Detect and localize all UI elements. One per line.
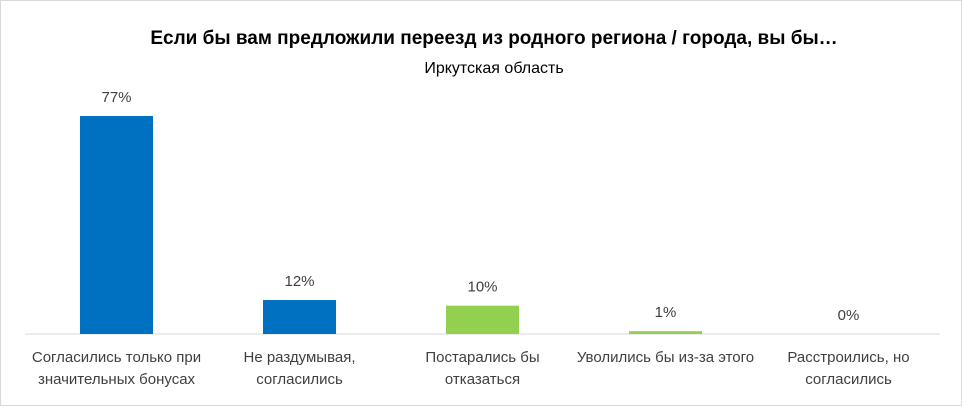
chart-title: Если бы вам предложили переезд из родног… bbox=[150, 28, 837, 49]
x-tick-label: Постарались бы отказаться bbox=[425, 349, 540, 388]
x-tick-label: Расстроились, но согласились bbox=[787, 349, 910, 388]
bar bbox=[80, 116, 153, 334]
value-label: 10% bbox=[467, 279, 497, 296]
bar bbox=[629, 331, 702, 334]
x-tick-label: Не раздумывая, согласились bbox=[243, 349, 356, 388]
value-label: 77% bbox=[101, 89, 131, 106]
bar bbox=[263, 300, 336, 334]
value-label: 12% bbox=[284, 273, 314, 290]
chart-subtitle: Иркутская область bbox=[424, 60, 563, 77]
value-label: 0% bbox=[838, 307, 860, 324]
value-label: 1% bbox=[655, 304, 677, 321]
x-tick-label: Согласились только при значительных бону… bbox=[31, 349, 202, 388]
x-tick-label: Уволились бы из-за этого bbox=[576, 349, 755, 366]
bar bbox=[446, 305, 519, 334]
